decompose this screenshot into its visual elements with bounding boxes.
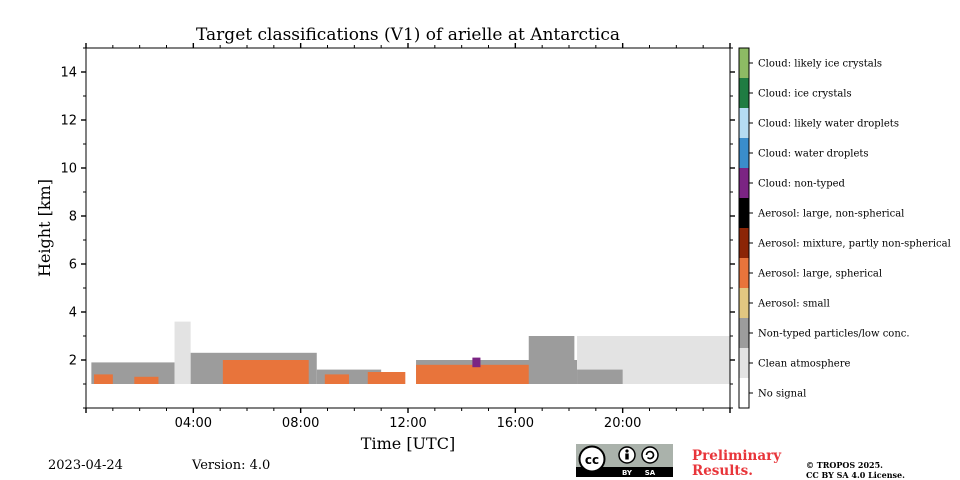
legend-label-11: Cloud: likely ice crystals <box>758 59 882 70</box>
legend-border <box>738 47 750 409</box>
legend-swatch-1 <box>739 348 749 378</box>
y-tick-label-5: 12 <box>60 114 77 129</box>
class-region-10 <box>416 364 553 384</box>
legend-swatch-5 <box>739 228 749 258</box>
measurement-date: 2023-04-24 <box>48 458 123 473</box>
legend-swatch-6 <box>739 198 749 228</box>
y-tick-label-6: 14 <box>60 66 77 81</box>
legend-label-7: Cloud: non-typed <box>758 179 846 190</box>
colorbar-legend: No signal Clean atmosphere Non-typed parti… <box>738 47 951 409</box>
legend-label-8: Cloud: water droplets <box>758 149 869 160</box>
cc-by-sa-badge: cc BY SA <box>576 444 673 477</box>
y-tick-label-0: 2 <box>69 354 77 369</box>
legend-label-4: Aerosol: large, spherical <box>757 269 882 280</box>
class-region-2 <box>134 376 159 384</box>
x-tick-label-3: 16:00 <box>497 416 534 431</box>
svg-text:BY: BY <box>622 469 633 477</box>
x-tick-label-0: 04:00 <box>175 416 212 431</box>
chart-title: Target classifications (V1) of arielle a… <box>196 25 620 45</box>
legend-label-2: Non-typed particles/low conc. <box>758 329 910 340</box>
preliminary-results-note: Preliminary Results. <box>692 448 782 479</box>
svg-text:cc: cc <box>585 453 599 467</box>
x-axis-label: Time [UTC] <box>361 434 455 453</box>
legend-label-10: Cloud: ice crystals <box>758 89 852 100</box>
class-region-1 <box>94 374 113 384</box>
version-label: Version: 4.0 <box>192 458 271 473</box>
class-region-12 <box>472 357 481 368</box>
y-tick-label-1: 4 <box>69 306 77 321</box>
copyright-line-1: © TROPOS 2025. <box>806 460 883 470</box>
legend-swatch-11 <box>739 48 749 78</box>
legend-swatch-2 <box>739 318 749 348</box>
x-tick-label-2: 12:00 <box>389 416 426 431</box>
copyright-line-2: CC BY SA 4.0 License. <box>806 470 905 480</box>
class-region-14 <box>577 369 623 384</box>
copyright-note: © TROPOS 2025. CC BY SA 4.0 License. <box>806 460 956 480</box>
legend-swatch-8 <box>739 138 749 168</box>
legend-label-5: Aerosol: mixture, partly non-spherical <box>757 239 951 250</box>
legend-label-0: No signal <box>758 389 806 400</box>
x-tick-label-4: 20:00 <box>604 416 641 431</box>
class-region-3 <box>174 321 191 384</box>
legend-swatch-9 <box>739 108 749 138</box>
y-tick-label-2: 6 <box>69 258 77 273</box>
legend-label-1: Clean atmosphere <box>758 359 851 370</box>
y-tick-label-3: 8 <box>69 210 77 225</box>
legend-swatch-7 <box>739 168 749 198</box>
axis-ticks: 04:00 08:00 12:00 16:00 20:00 2 4 6 8 10 12 14 <box>60 43 735 431</box>
y-axis-label: Height [km] <box>35 179 54 277</box>
legend-swatch-3 <box>739 288 749 318</box>
x-tick-label-1: 08:00 <box>282 416 319 431</box>
legend-swatch-10 <box>739 78 749 108</box>
classification-data-layer <box>91 321 730 384</box>
legend-label-9: Cloud: likely water droplets <box>758 119 899 130</box>
class-region-11 <box>528 336 575 384</box>
legend-label-6: Aerosol: large, non-spherical <box>757 209 904 220</box>
legend-label-3: Aerosol: small <box>757 299 830 310</box>
class-region-8 <box>367 372 406 384</box>
svg-text:SA: SA <box>645 469 656 477</box>
legend-swatch-0 <box>739 378 749 408</box>
y-tick-label-4: 10 <box>60 162 77 177</box>
class-region-5 <box>222 360 309 384</box>
class-region-7 <box>324 374 349 384</box>
legend-swatch-4 <box>739 258 749 288</box>
